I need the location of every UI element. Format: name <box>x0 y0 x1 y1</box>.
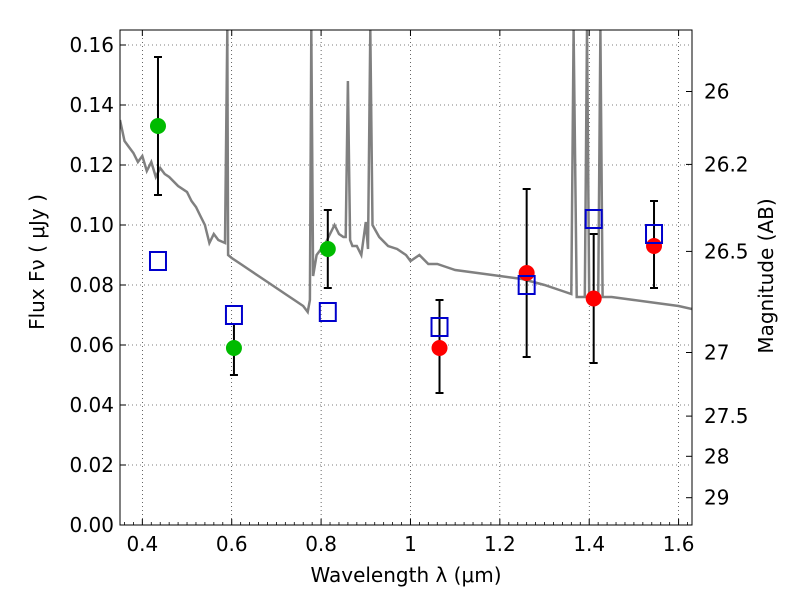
model-point <box>645 224 664 244</box>
y-axis-label: Flux Fν ( μJy ) <box>25 194 49 330</box>
data-point <box>646 238 663 254</box>
model-point <box>318 302 337 322</box>
model-point <box>430 317 449 337</box>
data-point <box>149 118 166 134</box>
data-point <box>225 340 242 356</box>
data-point <box>585 290 602 307</box>
y-tick-label: 0.10 <box>69 213 114 237</box>
right-tick-label: 27.5 <box>704 404 749 428</box>
right-tick-label: 26 <box>704 80 729 104</box>
right-axis-ticks: 26 26.2 26.5 27 27.5 28 29 <box>686 80 749 510</box>
plot-frame <box>119 29 693 526</box>
model-point <box>148 251 167 271</box>
x-tick-label: 1 <box>404 532 417 556</box>
y-tick-label: 0.02 <box>69 453 114 477</box>
right-tick-label: 28 <box>704 444 729 468</box>
model-point <box>224 305 243 325</box>
y-tick-label: 0.08 <box>69 273 114 297</box>
x-axis-label: Wavelength λ (μm) <box>310 563 501 587</box>
model-spectrum <box>120 30 692 316</box>
y-tick-label: 0.00 <box>69 513 114 537</box>
y-tick-label: 0.16 <box>69 33 114 57</box>
right-tick-label: 26.2 <box>704 152 749 176</box>
x-tick-label: 1.4 <box>573 532 605 556</box>
y-tick-label: 0.14 <box>69 93 114 117</box>
x-tick-label: 1.2 <box>484 532 516 556</box>
x-tick-label: 0.8 <box>305 532 337 556</box>
y-tick-label: 0.06 <box>69 333 114 357</box>
data-point <box>431 340 448 356</box>
spectrum-line <box>120 30 692 316</box>
x-tick-label: 0.4 <box>126 532 158 556</box>
y-tick-label: 0.04 <box>69 393 114 417</box>
x-tick-label: 0.6 <box>216 532 248 556</box>
grid <box>120 30 692 526</box>
y-axis-ticks: 0.00 0.02 0.04 0.06 0.08 0.10 0.12 0.14 0.16 <box>69 33 126 537</box>
right-tick-label: 29 <box>704 486 729 510</box>
model-point <box>517 275 536 295</box>
right-axis-label: Magnitude (AB) <box>754 198 778 353</box>
x-tick-label: 1.6 <box>663 532 695 556</box>
data-point <box>319 241 336 257</box>
right-tick-label: 27 <box>704 341 729 365</box>
model-point <box>584 209 603 229</box>
y-tick-label: 0.12 <box>69 153 114 177</box>
data-point <box>518 265 535 281</box>
x-axis-ticks: 0.4 0.6 0.8 1 1.2 1.4 1.6 <box>124 30 695 556</box>
right-tick-label: 26.5 <box>704 239 749 263</box>
data-markers <box>148 118 664 356</box>
